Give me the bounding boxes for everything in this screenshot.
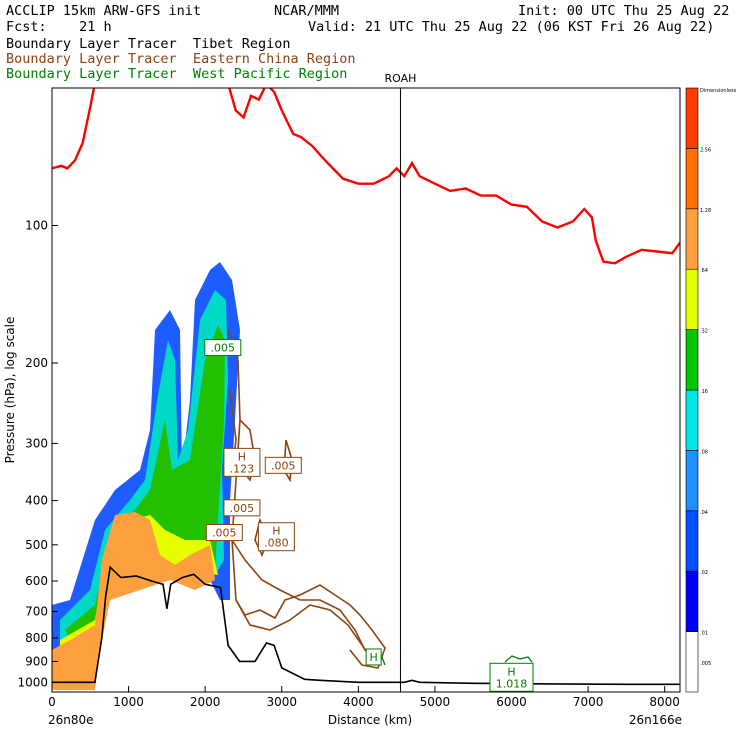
contour-label-box: H1.018	[489, 662, 534, 692]
contour-label-text: .005	[211, 342, 236, 355]
y-tick-label: 700	[25, 605, 48, 619]
x-tick-label: 8000	[649, 695, 680, 709]
colorbar-label: .02	[700, 570, 708, 576]
tropopause-line	[52, 88, 680, 265]
y-tick-label: 500	[25, 538, 48, 552]
contour-label-text: H	[370, 651, 378, 664]
y-tick-label: 300	[25, 436, 48, 450]
contour-label-text: .005	[271, 459, 296, 472]
colorbar-label: .04	[700, 510, 708, 516]
x-tick-label: 7000	[573, 695, 604, 709]
colorbar-swatch	[685, 510, 699, 572]
y-tick-label: 600	[25, 574, 48, 588]
colorbar-swatch	[685, 389, 699, 451]
left-endpoint-label: 26n80e	[48, 713, 94, 727]
roah-marker-label: ROAH	[385, 72, 417, 85]
colorbar-swatch	[685, 208, 699, 270]
y-tick-label: 200	[25, 356, 48, 370]
colorbar-label: Dimensionless	[700, 88, 737, 94]
contour-label-text: 1.018	[496, 677, 528, 690]
contour-label-box: .005	[223, 499, 261, 517]
y-tick-label: 100	[25, 219, 48, 233]
colorbar-label: 2.56	[700, 147, 711, 153]
colorbar-label: .64	[700, 268, 708, 274]
contour-label-box: H.080	[257, 522, 295, 552]
colorbar-label: .16	[700, 389, 708, 395]
legend-tracer-eastern-china: Boundary Layer Tracer Eastern China Regi…	[6, 51, 356, 67]
x-tick-label: 3000	[266, 695, 297, 709]
terrain-line	[52, 565, 680, 686]
colorbar-swatch	[685, 87, 699, 149]
colorbar-swatch	[685, 268, 699, 330]
right-endpoint-label: 26n166e	[629, 713, 682, 727]
colorbar: .005 .01 .02 .04 .08 .16 .32 .64 1.28 2.56 Dimensi…	[685, 87, 737, 693]
contour-label-text: .080	[264, 537, 289, 550]
colorbar-label: .01	[700, 631, 708, 637]
colorbar-swatch	[685, 450, 699, 512]
header-valid-time: Valid: 21 UTC Thu 25 Aug 22 (06 KST Fri …	[308, 19, 715, 35]
y-axis-label: Pressure (hPa), log scale	[3, 317, 17, 464]
colorbar-swatch	[685, 329, 699, 391]
colorbar-label: .005	[700, 661, 711, 667]
x-tick-label: 6000	[496, 695, 527, 709]
contour-label-text: .005	[230, 502, 255, 515]
colorbar-label: .32	[700, 329, 708, 335]
colorbar-swatch	[685, 570, 699, 632]
axis-ticks: 0 1000 2000 3000 4000 5000 6000 7000 80001002003…	[17, 219, 680, 709]
x-tick-label: 5000	[420, 695, 451, 709]
contour-label-text: H	[272, 525, 280, 538]
x-axis-label: Distance (km)	[328, 713, 412, 727]
contour-label-text: .005	[212, 527, 237, 540]
series-lines	[52, 88, 680, 686]
x-tick-label: 4000	[343, 695, 374, 709]
legend-tracer-tibet: Boundary Layer Tracer Tibet Region	[6, 36, 291, 52]
contour-label-box: .005	[264, 456, 302, 474]
contour-label-text: H	[238, 450, 246, 463]
tracer-shading	[52, 262, 533, 690]
legend-tracer-west-pacific: Boundary Layer Tracer West Pacific Regio…	[6, 66, 348, 82]
contour-label-text: .123	[230, 462, 255, 475]
contour-label-box: .005	[204, 339, 242, 357]
y-tick-label: 1000	[17, 675, 48, 689]
contour-label-box: H	[365, 648, 382, 666]
header-forecast-hour: Fcst: 21 h	[6, 19, 112, 35]
header-init-title: ACCLIP 15km ARW-GFS init	[6, 3, 202, 19]
y-tick-label: 900	[25, 654, 48, 668]
header-init-time: Init: 00 UTC Thu 25 Aug 22	[518, 3, 730, 19]
contour-label-text: H	[507, 665, 515, 678]
x-tick-label: 0	[48, 695, 56, 709]
colorbar-label: 1.28	[700, 208, 711, 214]
contour-label-box: .005	[205, 524, 243, 542]
colorbar-swatch	[685, 148, 699, 210]
plot-frame	[51, 87, 681, 693]
x-tick-label: 2000	[190, 695, 221, 709]
colorbar-swatch	[685, 631, 699, 693]
x-tick-label: 1000	[113, 695, 144, 709]
contour-label-box: H.123	[223, 447, 261, 477]
y-tick-label: 800	[25, 631, 48, 645]
header-center: NCAR/MMM	[274, 3, 340, 19]
colorbar-label: .08	[700, 449, 708, 455]
y-tick-label: 400	[25, 494, 48, 508]
